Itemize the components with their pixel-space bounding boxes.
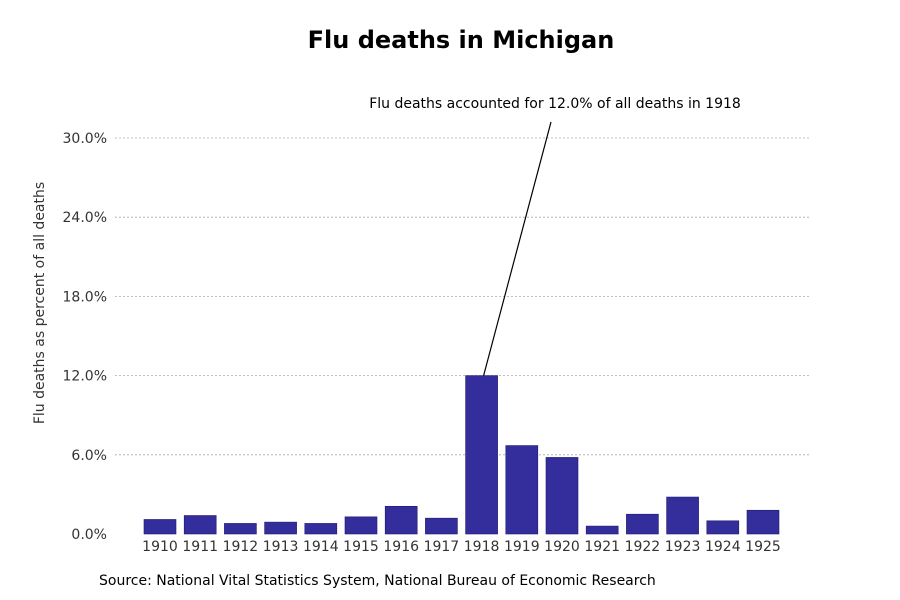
bar [425, 517, 458, 535]
x-tick-label: 1910 [142, 539, 178, 555]
x-tick-label: 1917 [424, 539, 460, 555]
x-tick-label: 1919 [504, 539, 540, 555]
bar [746, 509, 780, 535]
x-axis-ticks: 1910 1911 1912 1913 1914 1915 1916 1917 1918 1919… [142, 539, 781, 555]
x-tick-label: 1912 [223, 539, 259, 555]
annotation-text: Flu deaths accounted for 12.0% of all de… [369, 96, 741, 112]
y-tick-label: 12.0% [63, 369, 107, 385]
bar [344, 516, 378, 535]
x-tick-label: 1916 [383, 539, 419, 555]
chart-title: Flu deaths in Michigan [307, 26, 615, 54]
x-tick-label: 1920 [544, 539, 580, 555]
gridlines [115, 137, 810, 456]
bar [626, 513, 659, 535]
bar [585, 525, 619, 535]
y-tick-label: 18.0% [63, 289, 107, 305]
x-tick-label: 1924 [705, 539, 741, 555]
bar [183, 515, 217, 535]
bar [224, 523, 257, 535]
y-tick-label: 0.0% [71, 527, 107, 543]
x-tick-label: 1925 [745, 539, 781, 555]
x-tick-label: 1922 [625, 539, 661, 555]
bar [545, 457, 579, 535]
bar [304, 523, 338, 535]
x-tick-label: 1913 [263, 539, 299, 555]
x-tick-label: 1911 [182, 539, 218, 555]
bar [384, 505, 418, 535]
x-tick-label: 1914 [303, 539, 339, 555]
bar [143, 519, 177, 535]
x-tick-label: 1915 [343, 539, 379, 555]
x-tick-label: 1923 [665, 539, 701, 555]
y-axis-ticks: 0.0% 6.0% 12.0% 18.0% 24.0% 30.0% [63, 131, 107, 543]
bar [264, 521, 297, 535]
annotation: Flu deaths accounted for 12.0% of all de… [369, 96, 741, 376]
x-tick-label: 1918 [464, 539, 500, 555]
y-tick-label: 30.0% [63, 131, 107, 147]
bar [465, 375, 498, 535]
annotation-arrow [483, 121, 552, 376]
bar [666, 496, 699, 535]
bars [143, 375, 780, 535]
x-tick-label: 1921 [584, 539, 620, 555]
y-tick-label: 24.0% [63, 210, 107, 226]
source-note: Source: National Vital Statistics System… [99, 573, 656, 589]
bar [706, 520, 740, 535]
bar [505, 445, 539, 535]
y-tick-label: 6.0% [71, 448, 107, 464]
